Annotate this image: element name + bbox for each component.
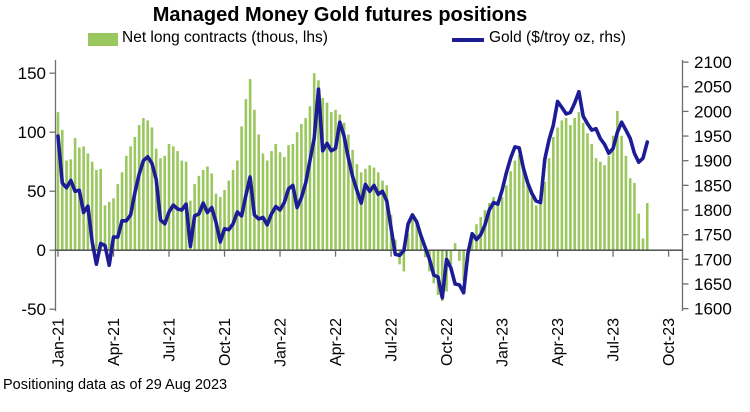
svg-text:Jan-21: Jan-21: [51, 318, 68, 367]
bar-series-net-long: [56, 73, 649, 301]
svg-text:1850: 1850: [694, 176, 732, 195]
axis-tick-labels: 150 100 50 0 -50 2100 2050 2000 1950 1900 1850 1800…: [18, 53, 732, 367]
svg-text:Apr-21: Apr-21: [106, 318, 123, 366]
svg-text:Oct-21: Oct-21: [217, 318, 234, 366]
svg-text:2100: 2100: [694, 53, 732, 72]
axes: [49, 60, 689, 311]
svg-text:50: 50: [27, 182, 46, 201]
svg-text:100: 100: [18, 123, 46, 142]
legend-gold-label: Gold ($/troy oz, rhs): [489, 29, 626, 46]
line-series-gold: [56, 87, 650, 300]
svg-text:Jul-23: Jul-23: [606, 318, 623, 362]
svg-text:1950: 1950: [694, 127, 732, 146]
svg-text:1600: 1600: [694, 300, 732, 319]
svg-text:150: 150: [18, 64, 46, 83]
svg-text:Oct-22: Oct-22: [439, 318, 456, 366]
svg-text:1650: 1650: [694, 275, 732, 294]
svg-text:Apr-22: Apr-22: [328, 318, 345, 366]
svg-text:Jul-21: Jul-21: [162, 318, 179, 362]
net-long-legend-swatch-icon: [88, 33, 118, 46]
svg-text:1900: 1900: [694, 152, 732, 171]
svg-text:Apr-23: Apr-23: [550, 318, 567, 366]
svg-text:Oct-23: Oct-23: [661, 318, 678, 366]
svg-text:-50: -50: [21, 300, 46, 319]
footer-note: Positioning data as of 29 Aug 2023: [3, 377, 228, 393]
svg-text:2050: 2050: [694, 78, 732, 97]
svg-text:Jul-22: Jul-22: [384, 318, 401, 362]
gold-legend-line-icon: [452, 38, 484, 42]
svg-text:1800: 1800: [694, 201, 732, 220]
svg-text:1700: 1700: [694, 250, 732, 269]
svg-text:Jan-23: Jan-23: [495, 318, 512, 367]
svg-text:2000: 2000: [694, 102, 732, 121]
legend-net-long-label: Net long contracts (thous, lhs): [122, 29, 328, 46]
page-title: Managed Money Gold futures positions: [152, 4, 528, 26]
svg-text:1750: 1750: [694, 226, 732, 245]
svg-text:Jan-22: Jan-22: [273, 318, 290, 367]
svg-text:0: 0: [37, 241, 46, 260]
